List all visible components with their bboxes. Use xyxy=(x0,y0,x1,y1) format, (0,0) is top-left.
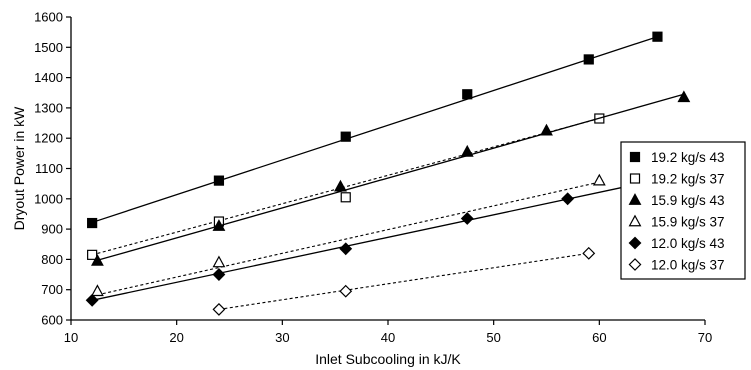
data-point xyxy=(561,192,575,206)
y-tick-label: 600 xyxy=(41,313,63,328)
y-tick-label: 900 xyxy=(41,222,63,237)
y-tick-label: 700 xyxy=(41,282,63,297)
data-point xyxy=(85,293,99,307)
data-point xyxy=(540,123,553,136)
x-axis-label: Inlet Subcooling in kJ/K xyxy=(315,351,461,367)
data-point xyxy=(583,54,594,65)
series-3 xyxy=(91,90,691,266)
data-point xyxy=(339,284,353,298)
y-tick-label: 1300 xyxy=(34,100,63,115)
series-5 xyxy=(85,186,626,307)
legend-marker xyxy=(628,193,642,205)
legend-label: 19.2 kg/s 43 xyxy=(651,150,725,165)
legend-label: 15.9 kg/s 43 xyxy=(651,193,725,208)
trend-line xyxy=(91,36,658,224)
legend-box xyxy=(620,141,746,280)
data-point xyxy=(213,175,225,186)
legend-label: 15.9 kg/s 37 xyxy=(651,215,725,230)
data-point xyxy=(462,89,473,100)
data-point xyxy=(582,246,596,260)
data-point xyxy=(340,131,351,142)
x-tick-label: 20 xyxy=(169,330,183,345)
data-point xyxy=(212,255,226,268)
plot-area xyxy=(85,31,691,316)
x-tick-label: 50 xyxy=(486,330,500,345)
x-tick-label: 70 xyxy=(698,330,712,345)
legend-marker xyxy=(629,151,641,163)
data-point xyxy=(87,249,98,260)
legend-marker xyxy=(628,258,642,271)
x-tick-label: 40 xyxy=(381,330,395,345)
legend-marker xyxy=(628,236,642,250)
y-tick-label: 1100 xyxy=(35,161,63,176)
y-tick-label: 1400 xyxy=(34,70,63,85)
trend-line xyxy=(91,186,626,301)
data-point xyxy=(652,31,663,42)
y-tick-label: 800 xyxy=(41,252,63,267)
legend-label: 12.0 kg/s 43 xyxy=(651,236,725,251)
series-1 xyxy=(87,31,663,229)
trend-line xyxy=(97,93,685,261)
y-tick-label: 1500 xyxy=(34,40,63,55)
y-tick-label: 1200 xyxy=(34,131,63,146)
data-point xyxy=(212,302,226,316)
data-point xyxy=(91,253,104,266)
data-point xyxy=(460,144,474,157)
data-point xyxy=(87,217,98,229)
legend-label: 12.0 kg/s 37 xyxy=(651,258,725,273)
data-point xyxy=(91,284,104,297)
axes: 600 700 800 900 1000 1100 1200 1300 1400 1500 1600… xyxy=(34,10,712,346)
legend-marker xyxy=(629,173,641,184)
trend-line xyxy=(218,252,589,310)
y-tick-label: 1000 xyxy=(34,191,63,206)
series-4 xyxy=(91,173,606,297)
legend-marker xyxy=(628,214,642,227)
data-point xyxy=(334,179,347,192)
data-point xyxy=(460,212,474,225)
legend-label: 19.2 kg/s 37 xyxy=(651,172,725,187)
x-tick-label: 60 xyxy=(592,330,606,345)
data-point xyxy=(340,192,351,203)
y-axis-label: Dryout Power in kW xyxy=(11,106,27,230)
data-point xyxy=(677,90,691,103)
data-point xyxy=(592,173,606,186)
x-tick-label: 10 xyxy=(64,330,78,345)
legend: 19.2 kg/s 43 19.2 kg/s 37 15.9 kg/s 43 15.9… xyxy=(620,141,746,280)
data-point xyxy=(212,268,226,281)
y-tick-label: 1600 xyxy=(34,10,63,25)
series-6 xyxy=(212,246,596,316)
data-point xyxy=(339,242,353,256)
x-tick-label: 30 xyxy=(275,330,289,345)
data-point xyxy=(212,219,226,231)
